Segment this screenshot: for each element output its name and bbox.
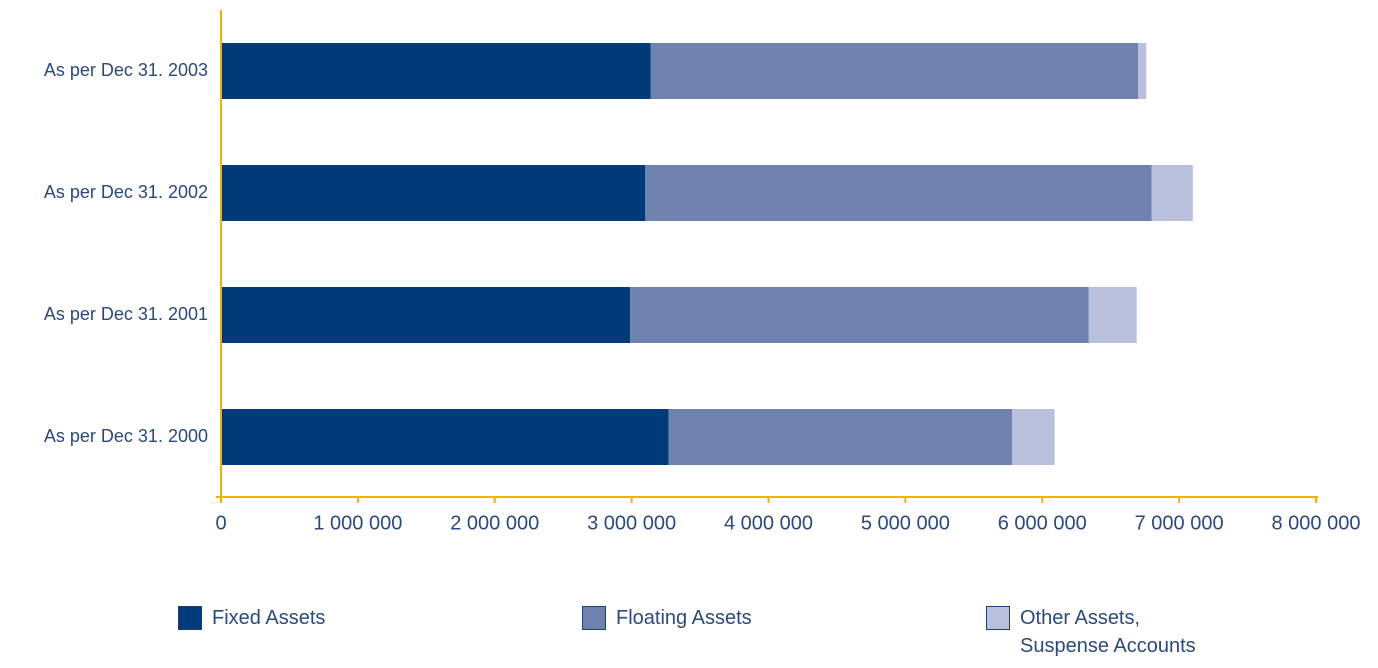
legend-swatch	[986, 606, 1010, 630]
x-tick-label: 1 000 000	[313, 512, 402, 534]
bar-segment	[221, 165, 646, 221]
x-tick-label: 6 000 000	[998, 512, 1087, 534]
y-tick-label: As per Dec 31. 2000	[44, 426, 208, 446]
bar-segment	[1138, 43, 1147, 99]
y-tick-label: As per Dec 31. 2002	[44, 182, 208, 202]
chart: As per Dec 31. 2003 As per Dec 31. 2002 As…	[44, 10, 1361, 534]
bar-segment	[1012, 409, 1055, 465]
legend-item: Other Assets, Suspense Accounts	[986, 606, 1196, 660]
legend-item: Floating Assets	[582, 606, 752, 632]
y-tick-label: As per Dec 31. 2001	[44, 304, 208, 324]
x-tick-label: 8 000 000	[1272, 512, 1361, 534]
x-tick-label: 4 000 000	[724, 512, 813, 534]
legend-label: Other Assets, Suspense Accounts	[1020, 607, 1196, 657]
bar-segment	[221, 409, 669, 465]
legend-swatch	[178, 606, 202, 630]
legend-label: Floating Assets	[616, 607, 752, 629]
bar-segment	[1088, 287, 1137, 343]
bar-segment	[1151, 165, 1193, 221]
bar-segment	[221, 43, 651, 99]
bar-segment	[645, 165, 1152, 221]
y-tick-label: As per Dec 31. 2003	[44, 60, 208, 80]
legend-item: Fixed Assets	[178, 606, 325, 632]
x-tick-label: 5 000 000	[861, 512, 950, 534]
x-tick-label: 7 000 000	[1135, 512, 1224, 534]
x-tick-label: 0	[215, 512, 226, 534]
bar-segment	[630, 287, 1089, 343]
bar-segment	[221, 287, 631, 343]
legend-label: Fixed Assets	[212, 607, 326, 629]
bar-segment	[668, 409, 1013, 465]
x-tick-label: 2 000 000	[450, 512, 539, 534]
legend-swatch	[582, 606, 606, 630]
bar-segment	[650, 43, 1139, 99]
x-tick-label: 3 000 000	[587, 512, 676, 534]
